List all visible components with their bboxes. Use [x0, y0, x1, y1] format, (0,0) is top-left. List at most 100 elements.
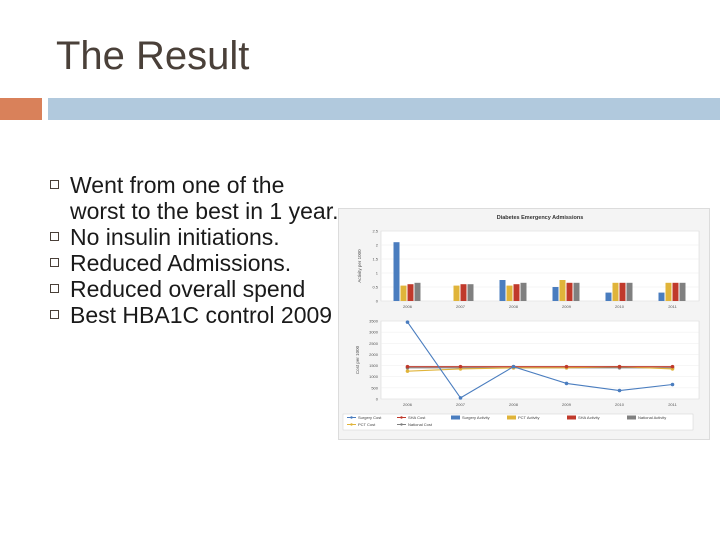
bullet-text: Reduced Admissions.: [70, 250, 292, 276]
legend-label: PCT Cost: [358, 422, 376, 427]
bar-x-tick-label: 2010: [615, 304, 625, 309]
bar-y-tick-label: 0: [376, 299, 379, 304]
line-point: [617, 388, 622, 393]
bullet-item: Reduced Admissions.: [50, 250, 340, 276]
legend-label: PCT Activity: [518, 415, 540, 420]
line-x-tick-label: 2006: [403, 402, 413, 407]
legend-marker: [350, 423, 353, 426]
bar-mark: [665, 282, 672, 301]
line-y-axis-label: Cost per 1000: [355, 345, 360, 374]
square-bullet-icon: [50, 258, 59, 267]
accent-bar-orange: [0, 98, 42, 120]
legend-box: [342, 413, 694, 431]
line-point: [670, 382, 675, 387]
square-bullet-icon: [50, 180, 59, 189]
bar-x-tick-label: 2007: [456, 304, 466, 309]
bar-y-tick-label: 1.5: [372, 257, 378, 262]
bar-plot-area: [380, 230, 700, 302]
bar-y-axis-label: Activity per 1000: [357, 249, 362, 283]
line-x-tick-label: 2009: [562, 402, 572, 407]
line-y-tick-label: 3000: [369, 330, 379, 335]
square-bullet-icon: [50, 284, 59, 293]
line-point: [458, 364, 463, 369]
legend-bar-swatch: [507, 415, 516, 420]
legend-label: Surgery Cost: [358, 415, 382, 420]
bar-mark: [414, 282, 421, 301]
bar-mark: [453, 285, 460, 301]
bar-mark: [559, 280, 566, 301]
legend-bar-swatch: [567, 415, 576, 420]
line-point: [564, 381, 569, 386]
line-point: [511, 364, 516, 369]
bullet-item: Best HBA1C control 2009: [50, 302, 340, 328]
accent-bar-blue: [48, 98, 720, 120]
bar-chart-title: Diabetes Emergency Admissions: [497, 215, 584, 221]
bullet-text: Went from one of the worst to the best i…: [70, 172, 339, 224]
chart-image: Diabetes Emergency Admissions Activity pe…: [342, 215, 700, 431]
chart-panel: Diabetes Emergency Admissions Activity pe…: [338, 208, 710, 440]
line-series: [407, 321, 673, 399]
bar-mark: [679, 282, 686, 301]
line-point: [564, 364, 569, 369]
line-x-tick-label: 2010: [615, 402, 625, 407]
square-bullet-icon: [50, 232, 59, 241]
bar-x-tick-label: 2006: [403, 304, 413, 309]
line-x-tick-label: 2008: [509, 402, 519, 407]
bar-mark: [658, 292, 665, 301]
legend-bar-swatch: [627, 415, 636, 420]
bar-mark: [407, 284, 414, 301]
bullet-item: Went from one of the worst to the best i…: [50, 172, 340, 224]
legend-marker: [350, 416, 353, 419]
bar-mark: [513, 284, 520, 301]
bar-y-tick-label: 0.5: [372, 285, 378, 290]
bar-mark: [619, 282, 626, 301]
bar-x-tick-label: 2009: [562, 304, 572, 309]
bar-mark: [605, 292, 612, 301]
legend-marker: [400, 423, 403, 426]
line-point: [405, 320, 410, 324]
bar-mark: [672, 282, 679, 301]
square-bullet-icon: [50, 310, 59, 319]
line-x-tick-label: 2011: [668, 402, 677, 407]
bullet-list: Went from one of the worst to the best i…: [50, 172, 340, 328]
bar-y-tick-label: 2: [376, 243, 379, 248]
bullet-item: No insulin initiations.: [50, 224, 340, 250]
line-point: [405, 364, 410, 369]
line-y-tick-label: 500: [371, 385, 378, 390]
bar-mark: [552, 287, 559, 301]
bar-mark: [467, 284, 474, 301]
line-y-tick-label: 0: [376, 397, 379, 402]
line-point: [405, 369, 410, 373]
legend-label: Surgery Activity: [462, 415, 490, 420]
line-point: [670, 364, 675, 369]
line-y-tick-label: 3500: [369, 319, 379, 324]
legend-bar-swatch: [451, 415, 460, 420]
bar-mark: [506, 285, 513, 301]
legend-label: National Cost: [408, 422, 433, 427]
bar-mark: [400, 285, 407, 301]
bar-mark: [393, 242, 400, 301]
bar-x-tick-label: 2011: [668, 304, 677, 309]
line-y-tick-label: 1000: [369, 374, 379, 379]
line-y-tick-label: 1500: [369, 363, 379, 368]
bar-mark: [520, 282, 527, 301]
legend-marker: [400, 416, 403, 419]
line-y-tick-label: 2000: [369, 352, 379, 357]
bullet-text: Reduced overall spend: [70, 276, 306, 302]
line-y-tick-label: 2500: [369, 341, 379, 346]
legend-label: National Activity: [638, 415, 666, 420]
bar-y-tick-label: 2.5: [372, 229, 378, 234]
bar-mark: [626, 282, 633, 301]
line-x-tick-label: 2007: [456, 402, 466, 407]
legend-label: SHA Cost: [408, 415, 426, 420]
line-point: [617, 364, 622, 369]
bar-y-tick-label: 1: [376, 271, 379, 276]
slide-title: The Result: [56, 34, 250, 78]
bar-mark: [460, 284, 467, 301]
bullet-text: No insulin initiations.: [70, 224, 280, 250]
bullet-text: Best HBA1C control 2009: [70, 302, 333, 328]
bar-x-tick-label: 2008: [509, 304, 519, 309]
bar-mark: [566, 282, 573, 301]
line-point: [458, 396, 463, 400]
bar-mark: [499, 280, 506, 301]
